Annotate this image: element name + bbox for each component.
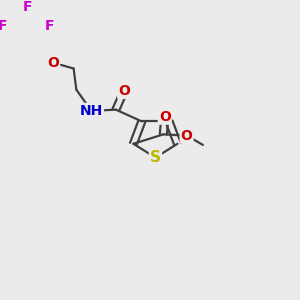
Text: O: O: [181, 128, 193, 142]
Text: F: F: [44, 19, 54, 33]
Text: NH: NH: [80, 104, 103, 118]
Text: O: O: [159, 110, 171, 124]
Text: O: O: [118, 84, 130, 98]
Text: F: F: [0, 19, 8, 33]
Text: S: S: [150, 150, 161, 165]
Text: F: F: [22, 0, 32, 14]
Text: O: O: [47, 56, 59, 70]
